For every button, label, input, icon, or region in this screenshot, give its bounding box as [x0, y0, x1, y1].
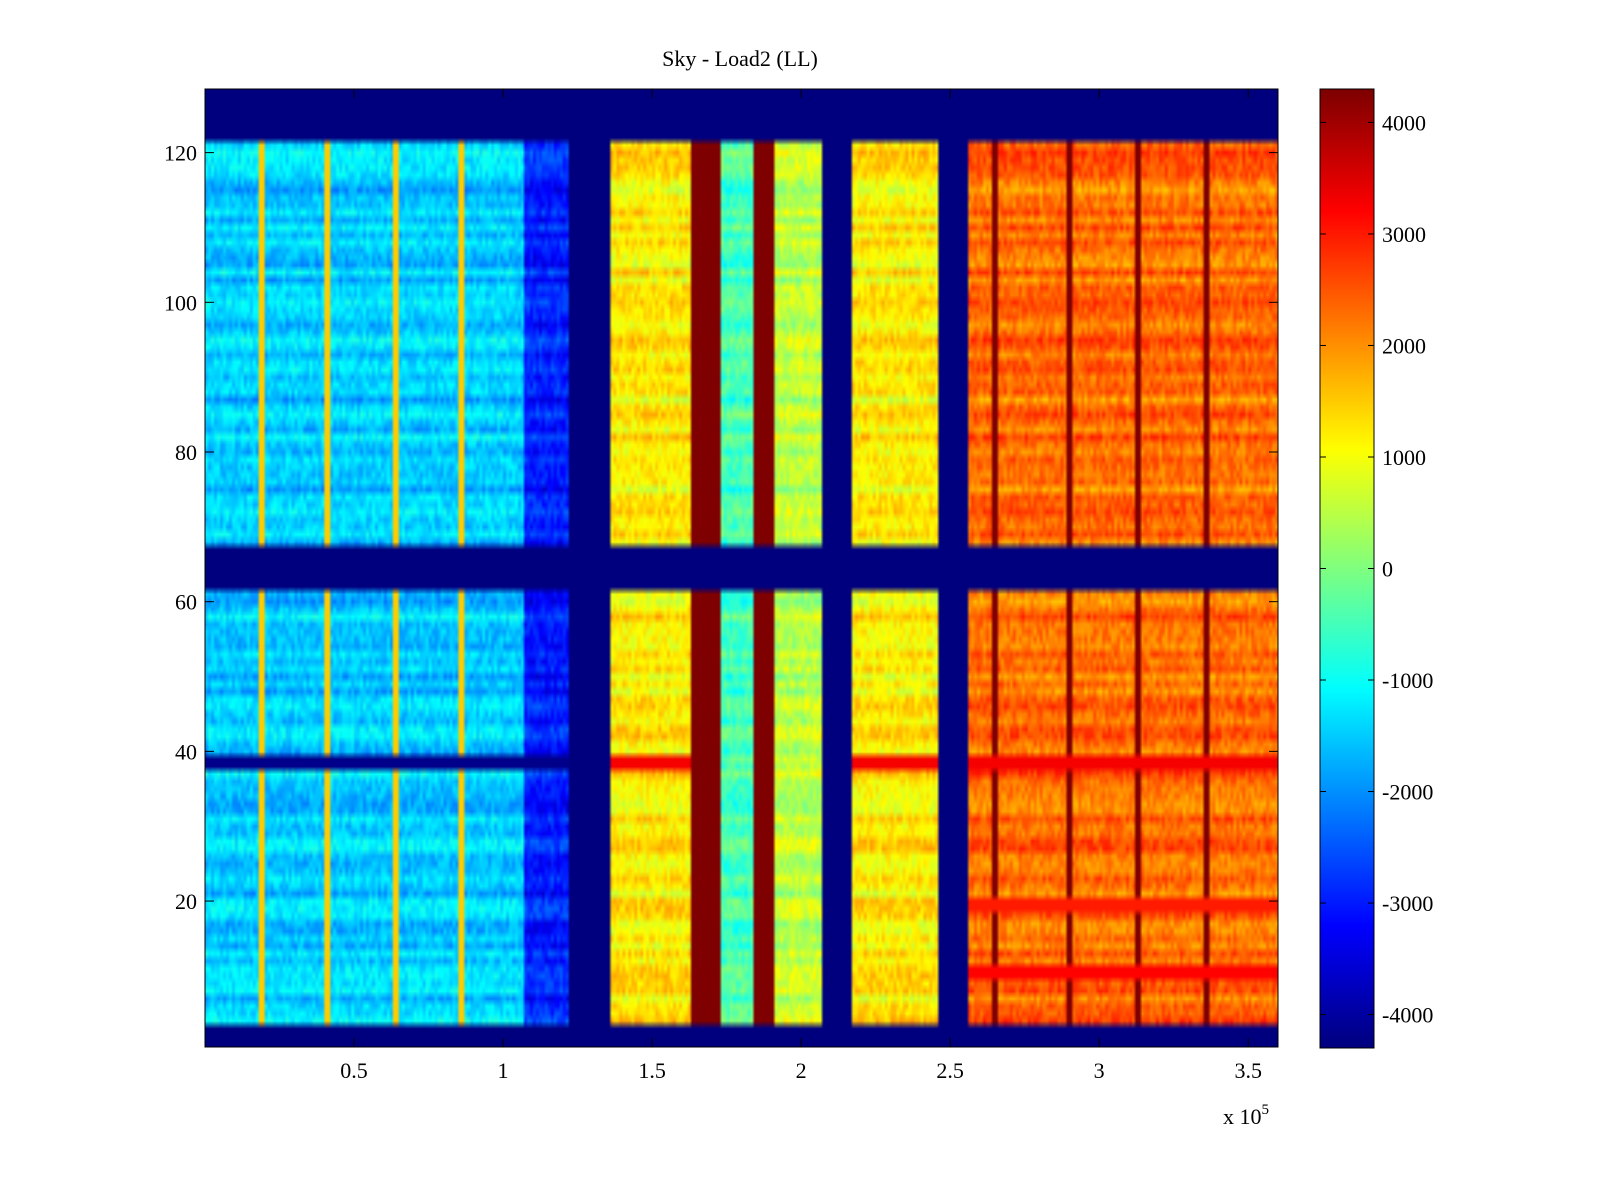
y-tick-label: 20 [175, 889, 197, 914]
x-tick-label: 3 [1094, 1058, 1105, 1083]
x-multiplier-label: x 105 [1223, 1102, 1269, 1129]
colorbar-tick-label: 1000 [1382, 445, 1426, 470]
plot-frame [204, 88, 1279, 1048]
y-axis: 20 40 60 80 100 120 [164, 141, 1278, 914]
colorbar-tick-label: -3000 [1382, 891, 1433, 916]
y-tick-label: 100 [164, 290, 197, 315]
x-tick-label: 1.5 [638, 1058, 666, 1083]
x-tick-label: 0.5 [340, 1058, 368, 1083]
y-tick-label: 40 [175, 739, 197, 764]
colorbar: 4000 3000 2000 1000 0 -1000 -2000 -3000 -4000 [1319, 88, 1433, 1049]
x-tick-label: 1 [498, 1058, 509, 1083]
colorbar-tick-label: -1000 [1382, 668, 1433, 693]
colorbar-tick-label: -4000 [1382, 1003, 1433, 1028]
x-tick-label: 2.5 [936, 1058, 964, 1083]
colorbar-gradient [1320, 89, 1374, 1048]
colorbar-tick-label: 3000 [1382, 222, 1426, 247]
colorbar-tick-label: 0 [1382, 557, 1393, 582]
y-tick-label: 80 [175, 440, 197, 465]
colorbar-tick-label: -2000 [1382, 780, 1433, 805]
colorbar-tick-label: 2000 [1382, 333, 1426, 358]
chart-title: Sky - Load2 (LL) [662, 46, 818, 71]
colorbar-tick-label: 4000 [1382, 110, 1426, 135]
colorbar-axis: 4000 3000 2000 1000 0 -1000 -2000 -3000 -4000 [1320, 110, 1433, 1028]
x-tick-label: 3.5 [1234, 1058, 1262, 1083]
x-tick-label: 2 [796, 1058, 807, 1083]
x-axis: 0.5 1 1.5 2 2.5 3 3.5 [340, 89, 1262, 1083]
y-tick-label: 120 [164, 141, 197, 166]
plot-area: 0.5 1 1.5 2 2.5 3 3.5 20 40 60 80 100 120 x 105 [164, 88, 1279, 1129]
heatmap-image [205, 89, 1278, 1047]
y-tick-label: 60 [175, 590, 197, 615]
